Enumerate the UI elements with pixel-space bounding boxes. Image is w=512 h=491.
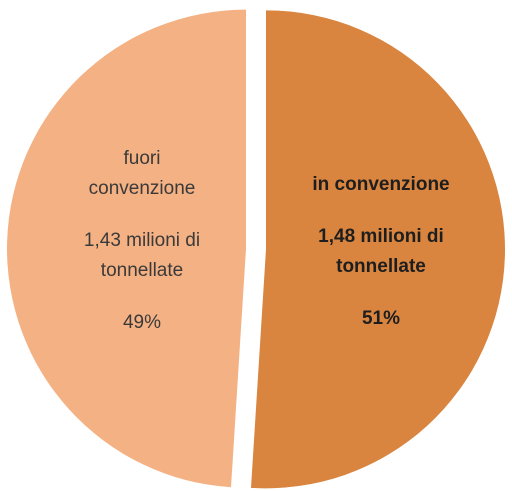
slice-0-value-line-1: tonnellate	[336, 256, 426, 277]
slice-0-percent: 51%	[362, 308, 400, 329]
slice-1-name-line-1: convenzione	[89, 178, 196, 199]
pie-labels: in convenzione 1,48 milioni di tonnellate 5…	[84, 148, 450, 333]
slice-1-name-line-0: fuori	[124, 148, 161, 169]
slice-1-percent: 49%	[123, 312, 161, 333]
slice-0-value-line-0: 1,48 milioni di	[318, 226, 444, 247]
pie-slice-1	[7, 9, 247, 488]
slice-0-name-line-0: in convenzione	[312, 174, 449, 195]
slice-1-value-line-1: tonnellate	[101, 260, 183, 281]
pie-slice-0	[250, 10, 505, 489]
slice-1-value-line-0: 1,43 milioni di	[84, 230, 200, 251]
pie-slices	[7, 9, 505, 489]
